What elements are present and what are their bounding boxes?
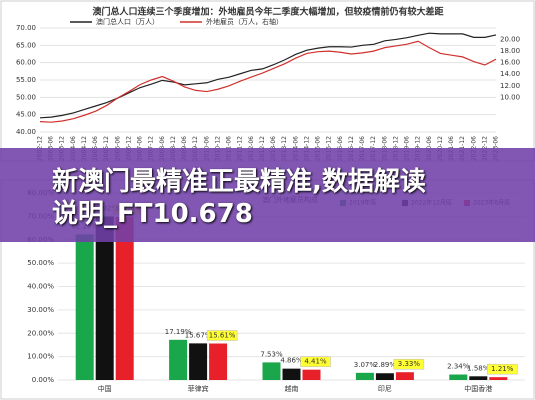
value-label: 1.21%	[491, 365, 514, 373]
y-tick-label: 60.00	[16, 59, 36, 67]
value-label-bg	[393, 358, 425, 370]
value-label: 3.07%	[354, 361, 377, 369]
value-label-bg	[487, 363, 518, 375]
x-tick-label: 印尼	[378, 385, 392, 393]
bar	[375, 373, 394, 380]
y-tick-label: 50.00	[16, 93, 36, 101]
series-line	[39, 40, 497, 123]
overlay: 新澳门最精准正最精准,数据解读说明_FT10.678	[0, 148, 535, 242]
value-label: 4.86%	[280, 357, 303, 365]
y-tick-label: 40.00	[16, 128, 36, 136]
value-label-bg	[300, 356, 331, 367]
bar	[189, 343, 208, 380]
bar	[355, 372, 374, 380]
bar	[282, 368, 301, 380]
value-label: 15.67%	[185, 331, 212, 339]
y-tick-label: 55.00	[16, 76, 36, 84]
bar	[95, 216, 114, 380]
legend-label: 外地雇员（万人，右轴）	[206, 17, 283, 26]
value-label: 2.34%	[447, 363, 470, 371]
value-label-bg	[206, 330, 238, 341]
bar	[115, 216, 134, 380]
y-tick-label: 30.00%	[27, 306, 54, 314]
x-tick-label: 中国	[98, 384, 112, 393]
bar	[449, 374, 468, 380]
y-tick-label: 50.00%	[27, 259, 54, 267]
bar	[262, 362, 281, 380]
value-label: 4.41%	[304, 358, 327, 366]
y-tick-label: 45.00	[16, 111, 36, 119]
bar	[302, 369, 321, 380]
value-label: 1.58%	[467, 364, 490, 372]
value-label: 7.53%	[260, 350, 283, 358]
value-label: 15.61%	[209, 332, 236, 340]
y2-tick-label: 20.00	[500, 36, 520, 44]
overlay-title: 新澳门最精准正最精准,数据解读说明_FT10.678	[52, 167, 426, 229]
y-tick-label: 20.00%	[27, 329, 54, 337]
y2-tick-label: 16.00	[500, 59, 520, 67]
y2-tick-label: 12.00	[500, 82, 520, 90]
bar	[469, 376, 488, 380]
bar	[169, 339, 188, 380]
y-tick-label: 40.00%	[27, 283, 54, 291]
bar	[395, 372, 414, 380]
value-label: 17.19%	[165, 328, 192, 336]
x-tick-label: 中国香港	[464, 384, 492, 393]
x-tick-label: 菲律宾	[188, 384, 209, 393]
value-label: 3.33%	[398, 360, 421, 368]
y2-tick-label: 14.00	[500, 70, 520, 78]
chart-title: 澳门总人口连续三个季度增加：外地雇员今年二季度大幅增加，但较疫情前仍有较大差距	[92, 6, 443, 18]
bar	[489, 377, 508, 380]
y-tick-label: 0.00%	[32, 376, 55, 384]
legend-label: 澳门总人口（万人）	[96, 17, 159, 26]
y-tick-label: 65.00	[16, 41, 36, 49]
x-tick-label: 越南	[285, 384, 299, 393]
y-tick-label: 10.00%	[27, 353, 54, 361]
y-tick-label: 70.00	[16, 24, 36, 32]
y2-tick-label: 10.00	[500, 93, 520, 101]
bar	[209, 343, 228, 380]
value-label: 2.89%	[374, 361, 397, 369]
bar	[75, 234, 94, 380]
y2-tick-label: 18.00	[500, 47, 520, 55]
